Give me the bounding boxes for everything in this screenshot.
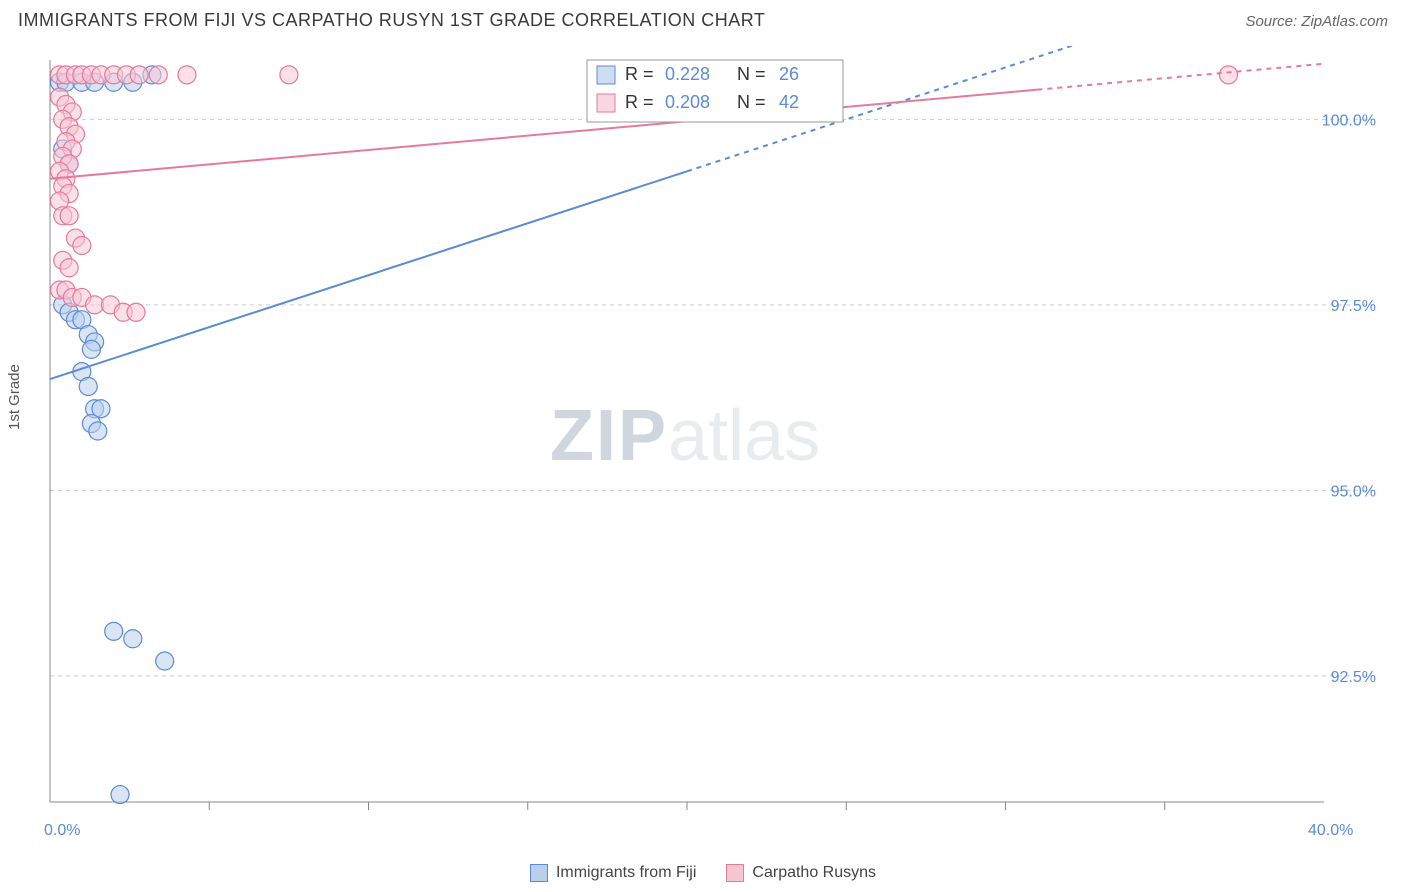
- x-axis-end-label: 40.0%: [1308, 822, 1353, 840]
- svg-text:R =: R =: [625, 92, 654, 112]
- scatter-chart: 92.5% 95.0% 97.5% 100.0% R = 0.228 N = 26 R = 0.2…: [44, 46, 1384, 816]
- x-axis-start-label: 0.0%: [44, 822, 80, 840]
- svg-text:0.208: 0.208: [665, 92, 710, 112]
- chart-title: IMMIGRANTS FROM FIJI VS CARPATHO RUSYN 1…: [18, 10, 765, 31]
- legend-item-carpatho: Carpatho Rusyns: [726, 864, 876, 882]
- bottom-legend: Immigrants from Fiji Carpatho Rusyns: [0, 864, 1406, 882]
- svg-text:26: 26: [779, 64, 799, 84]
- legend-label: Carpatho Rusyns: [752, 864, 876, 882]
- legend-swatch-icon: [530, 864, 548, 882]
- svg-text:N =: N =: [737, 64, 766, 84]
- legend-item-fiji: Immigrants from Fiji: [530, 864, 696, 882]
- legend-swatch-icon: [726, 864, 744, 882]
- svg-text:R =: R =: [625, 64, 654, 84]
- svg-text:0.228: 0.228: [665, 64, 710, 84]
- svg-text:42: 42: [779, 92, 799, 112]
- plot-area: 92.5% 95.0% 97.5% 100.0% R = 0.228 N = 26 R = 0.2…: [44, 46, 1384, 816]
- svg-text:92.5%: 92.5%: [1331, 669, 1376, 686]
- legend-label: Immigrants from Fiji: [556, 864, 696, 882]
- y-axis-label: 1st Grade: [6, 364, 23, 430]
- source-label: Source: ZipAtlas.com: [1245, 13, 1388, 30]
- svg-text:95.0%: 95.0%: [1331, 483, 1376, 500]
- svg-text:100.0%: 100.0%: [1322, 112, 1376, 129]
- svg-text:N =: N =: [737, 92, 766, 112]
- svg-text:97.5%: 97.5%: [1331, 298, 1376, 315]
